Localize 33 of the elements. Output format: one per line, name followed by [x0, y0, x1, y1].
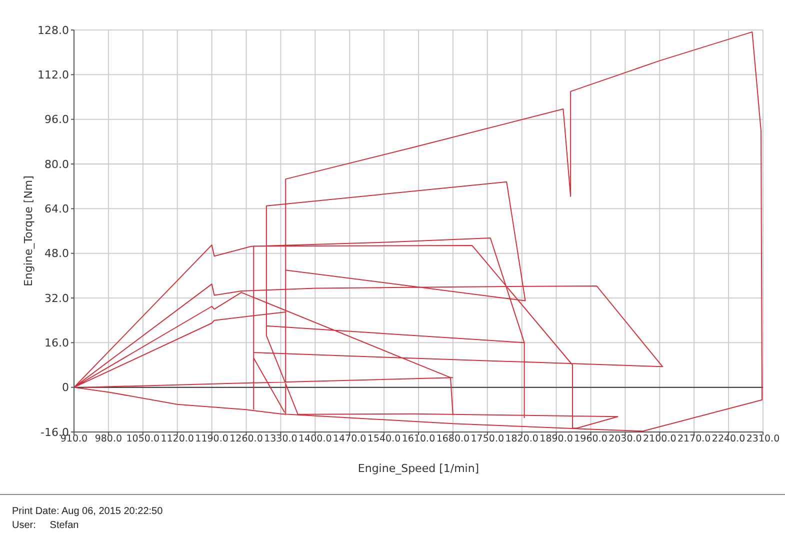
y-tick-label: 96.0: [44, 113, 69, 126]
x-tick-label: 2030.0: [608, 434, 642, 445]
text: Print Date: Aug 06, 2015 20:22:50: [12, 505, 164, 519]
x-tick-label: 1610.0: [402, 434, 436, 445]
x-tick-label: 980.0: [94, 434, 122, 445]
y-tick-label: 64.0: [44, 202, 69, 216]
x-tick-label: 1470.0: [332, 434, 366, 445]
x-axis-title: Engine_Speed [1/min]: [358, 462, 480, 475]
x-tick-label: 1190.0: [195, 434, 228, 445]
x-tick-label: 1120.0: [160, 434, 194, 445]
x-tick-label: 1260.0: [230, 434, 263, 445]
y-tick-label: 128.0: [38, 24, 69, 37]
x-tick-label: 1890.0: [540, 434, 573, 445]
y-tick-label: 112.0: [38, 68, 69, 82]
x-tick-label: 1820.0: [505, 434, 538, 445]
x-tick-label: 1540.0: [367, 434, 401, 445]
y-tick-label: 48.0: [44, 247, 69, 260]
x-tick-label: 1680.0: [436, 434, 470, 445]
x-tick-label: 1400.0: [298, 434, 332, 445]
x-tick-label: 1750.0: [470, 434, 504, 445]
x-tick-label: 1330.0: [264, 434, 298, 445]
x-tick-label: 1960.0: [574, 434, 608, 445]
y-tick-label: 16.0: [44, 336, 69, 350]
x-tick-label: 2240.0: [712, 434, 746, 445]
y-tick-label: 80.0: [44, 158, 69, 171]
x-tick-label: 2100.0: [643, 434, 676, 445]
x-tick-label: 1050.0: [126, 434, 160, 445]
x-tick-label: 2310.0: [746, 434, 780, 445]
x-tick-label: 2170.0: [677, 434, 711, 445]
y-tick-label: 0: [62, 381, 69, 394]
y-axis-title: Engine_Torque [Nm]: [22, 176, 35, 286]
y-tick-label: 32.0: [44, 292, 69, 305]
text: User: Stefan: [12, 519, 80, 533]
